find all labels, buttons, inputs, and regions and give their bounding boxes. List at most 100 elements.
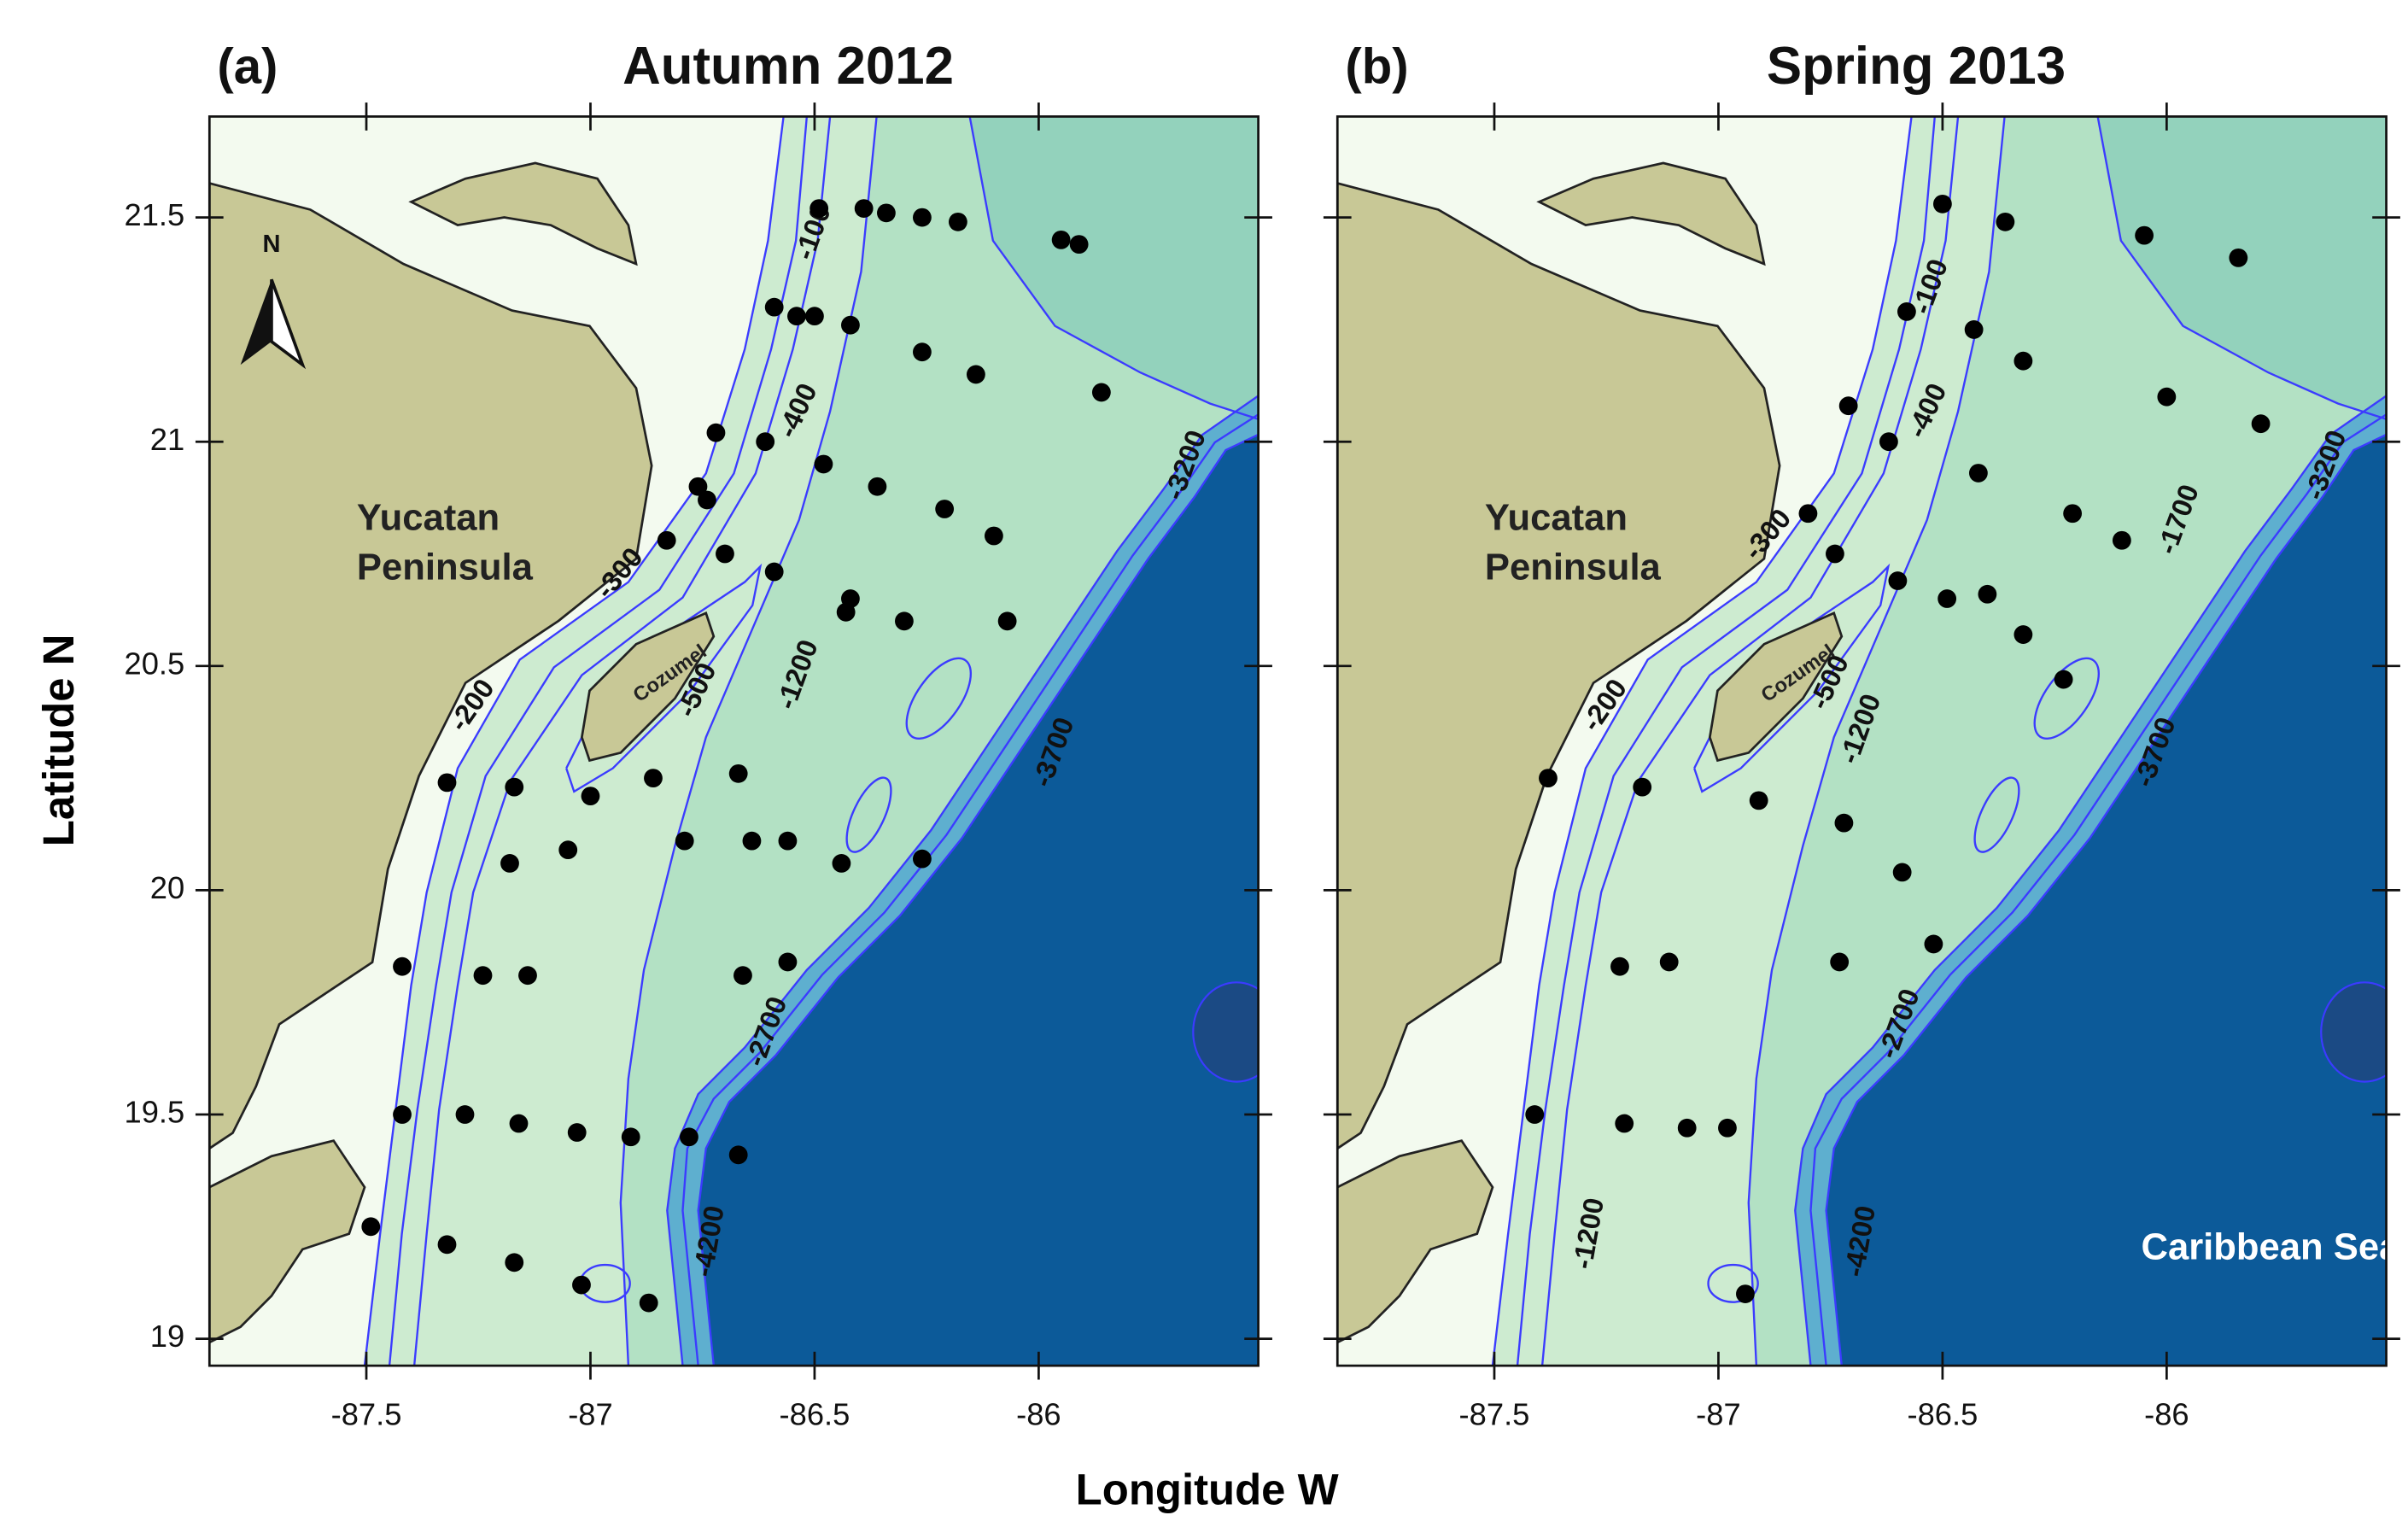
x-tick-label: -87 <box>568 1397 613 1432</box>
north-arrow-label: N <box>262 231 280 258</box>
station <box>1069 235 1089 254</box>
station <box>680 1127 698 1147</box>
station <box>913 208 932 227</box>
x-tick-label: -86.5 <box>780 1397 850 1432</box>
station <box>675 831 694 851</box>
y-tick-label: 21.5 <box>125 197 185 232</box>
bathymetry <box>209 116 1259 1366</box>
station <box>913 849 932 869</box>
panel-title: Autumn 2012 <box>622 37 954 96</box>
station <box>393 1105 412 1124</box>
station <box>572 1275 591 1295</box>
station <box>437 1235 457 1255</box>
map-panel: -100-400-300-500-200 -1200-2700-3700-3200… <box>125 37 1272 1432</box>
station <box>558 840 578 860</box>
station <box>1736 1284 1755 1304</box>
station <box>984 526 1003 546</box>
station <box>805 307 824 326</box>
station <box>716 544 734 564</box>
station <box>509 1114 529 1133</box>
x-tick-label: -86 <box>1016 1397 1061 1432</box>
x-tick-label: -86 <box>2144 1397 2189 1432</box>
x-tick-label: -87.5 <box>1459 1397 1530 1432</box>
station <box>1968 464 1988 483</box>
station <box>787 307 806 326</box>
station <box>639 1293 658 1313</box>
x-axis-label: Longitude W <box>1076 1465 1339 1514</box>
north-arrow <box>270 278 307 370</box>
x-tick-label: -86.5 <box>1907 1397 1978 1432</box>
station <box>361 1217 381 1237</box>
station <box>728 1145 748 1165</box>
station <box>1834 813 1854 833</box>
station <box>1938 589 1957 608</box>
station <box>742 831 762 851</box>
bathymetry <box>1337 116 2387 1366</box>
station <box>1051 230 1071 249</box>
station <box>393 956 412 976</box>
x-tick-label: -87 <box>1696 1397 1741 1432</box>
station <box>706 423 726 442</box>
station <box>814 454 833 474</box>
station <box>1838 396 1858 416</box>
station <box>1633 777 1652 797</box>
map-area: -100-400-300-500-200 -1200-2700-3700-3200… <box>209 116 1259 1366</box>
station <box>728 763 748 783</box>
place-label: Peninsula <box>357 547 534 588</box>
place-label: Yucatan <box>357 497 500 538</box>
station <box>2229 248 2248 267</box>
panel-label: (b) <box>1345 38 1408 94</box>
station <box>1659 952 1679 972</box>
station <box>1932 194 1952 214</box>
plot-frame <box>207 115 1260 1367</box>
station <box>644 769 663 788</box>
station <box>567 1123 587 1142</box>
plot-frame <box>1336 115 2388 1367</box>
station <box>913 342 932 362</box>
panel-title: Spring 2013 <box>1767 37 2066 96</box>
station <box>1615 1114 1634 1133</box>
station <box>778 952 798 972</box>
station <box>1677 1118 1697 1138</box>
station <box>764 297 784 317</box>
station <box>2063 504 2083 524</box>
station <box>1749 791 1768 810</box>
station <box>832 854 851 873</box>
station <box>764 562 784 582</box>
station <box>2157 387 2177 407</box>
map-panel: -100-400-300-500-200 -1200-1700-3200-3700… <box>1323 37 2400 1432</box>
station <box>2013 351 2033 371</box>
y-axis-label: Latitude N <box>34 635 83 847</box>
station <box>505 1253 524 1272</box>
station <box>1718 1118 1737 1138</box>
station <box>621 1127 640 1147</box>
station <box>841 315 860 335</box>
station <box>1888 571 1908 590</box>
station <box>1879 432 1898 452</box>
station <box>809 199 829 219</box>
station <box>1798 504 1818 524</box>
place-label: Caribbean Sea <box>2141 1226 2400 1267</box>
station <box>949 212 967 231</box>
station <box>756 432 775 452</box>
station <box>2135 225 2154 245</box>
station <box>1539 769 1558 788</box>
station <box>698 490 716 510</box>
station <box>2054 670 2073 689</box>
map-area: -100-400-300-500-200 -1200-1700-3200-3700… <box>1337 116 2400 1366</box>
station <box>997 611 1017 631</box>
station <box>895 611 914 631</box>
station <box>734 966 752 986</box>
station <box>473 966 493 986</box>
station <box>1978 584 1997 604</box>
place-label: Yucatan <box>1485 497 1628 538</box>
station <box>581 787 600 806</box>
station <box>935 500 955 518</box>
station <box>1525 1105 1545 1124</box>
station <box>505 777 524 797</box>
y-tick-label: 20 <box>150 870 184 905</box>
station <box>836 602 856 622</box>
place-label: Peninsula <box>1485 547 1662 588</box>
